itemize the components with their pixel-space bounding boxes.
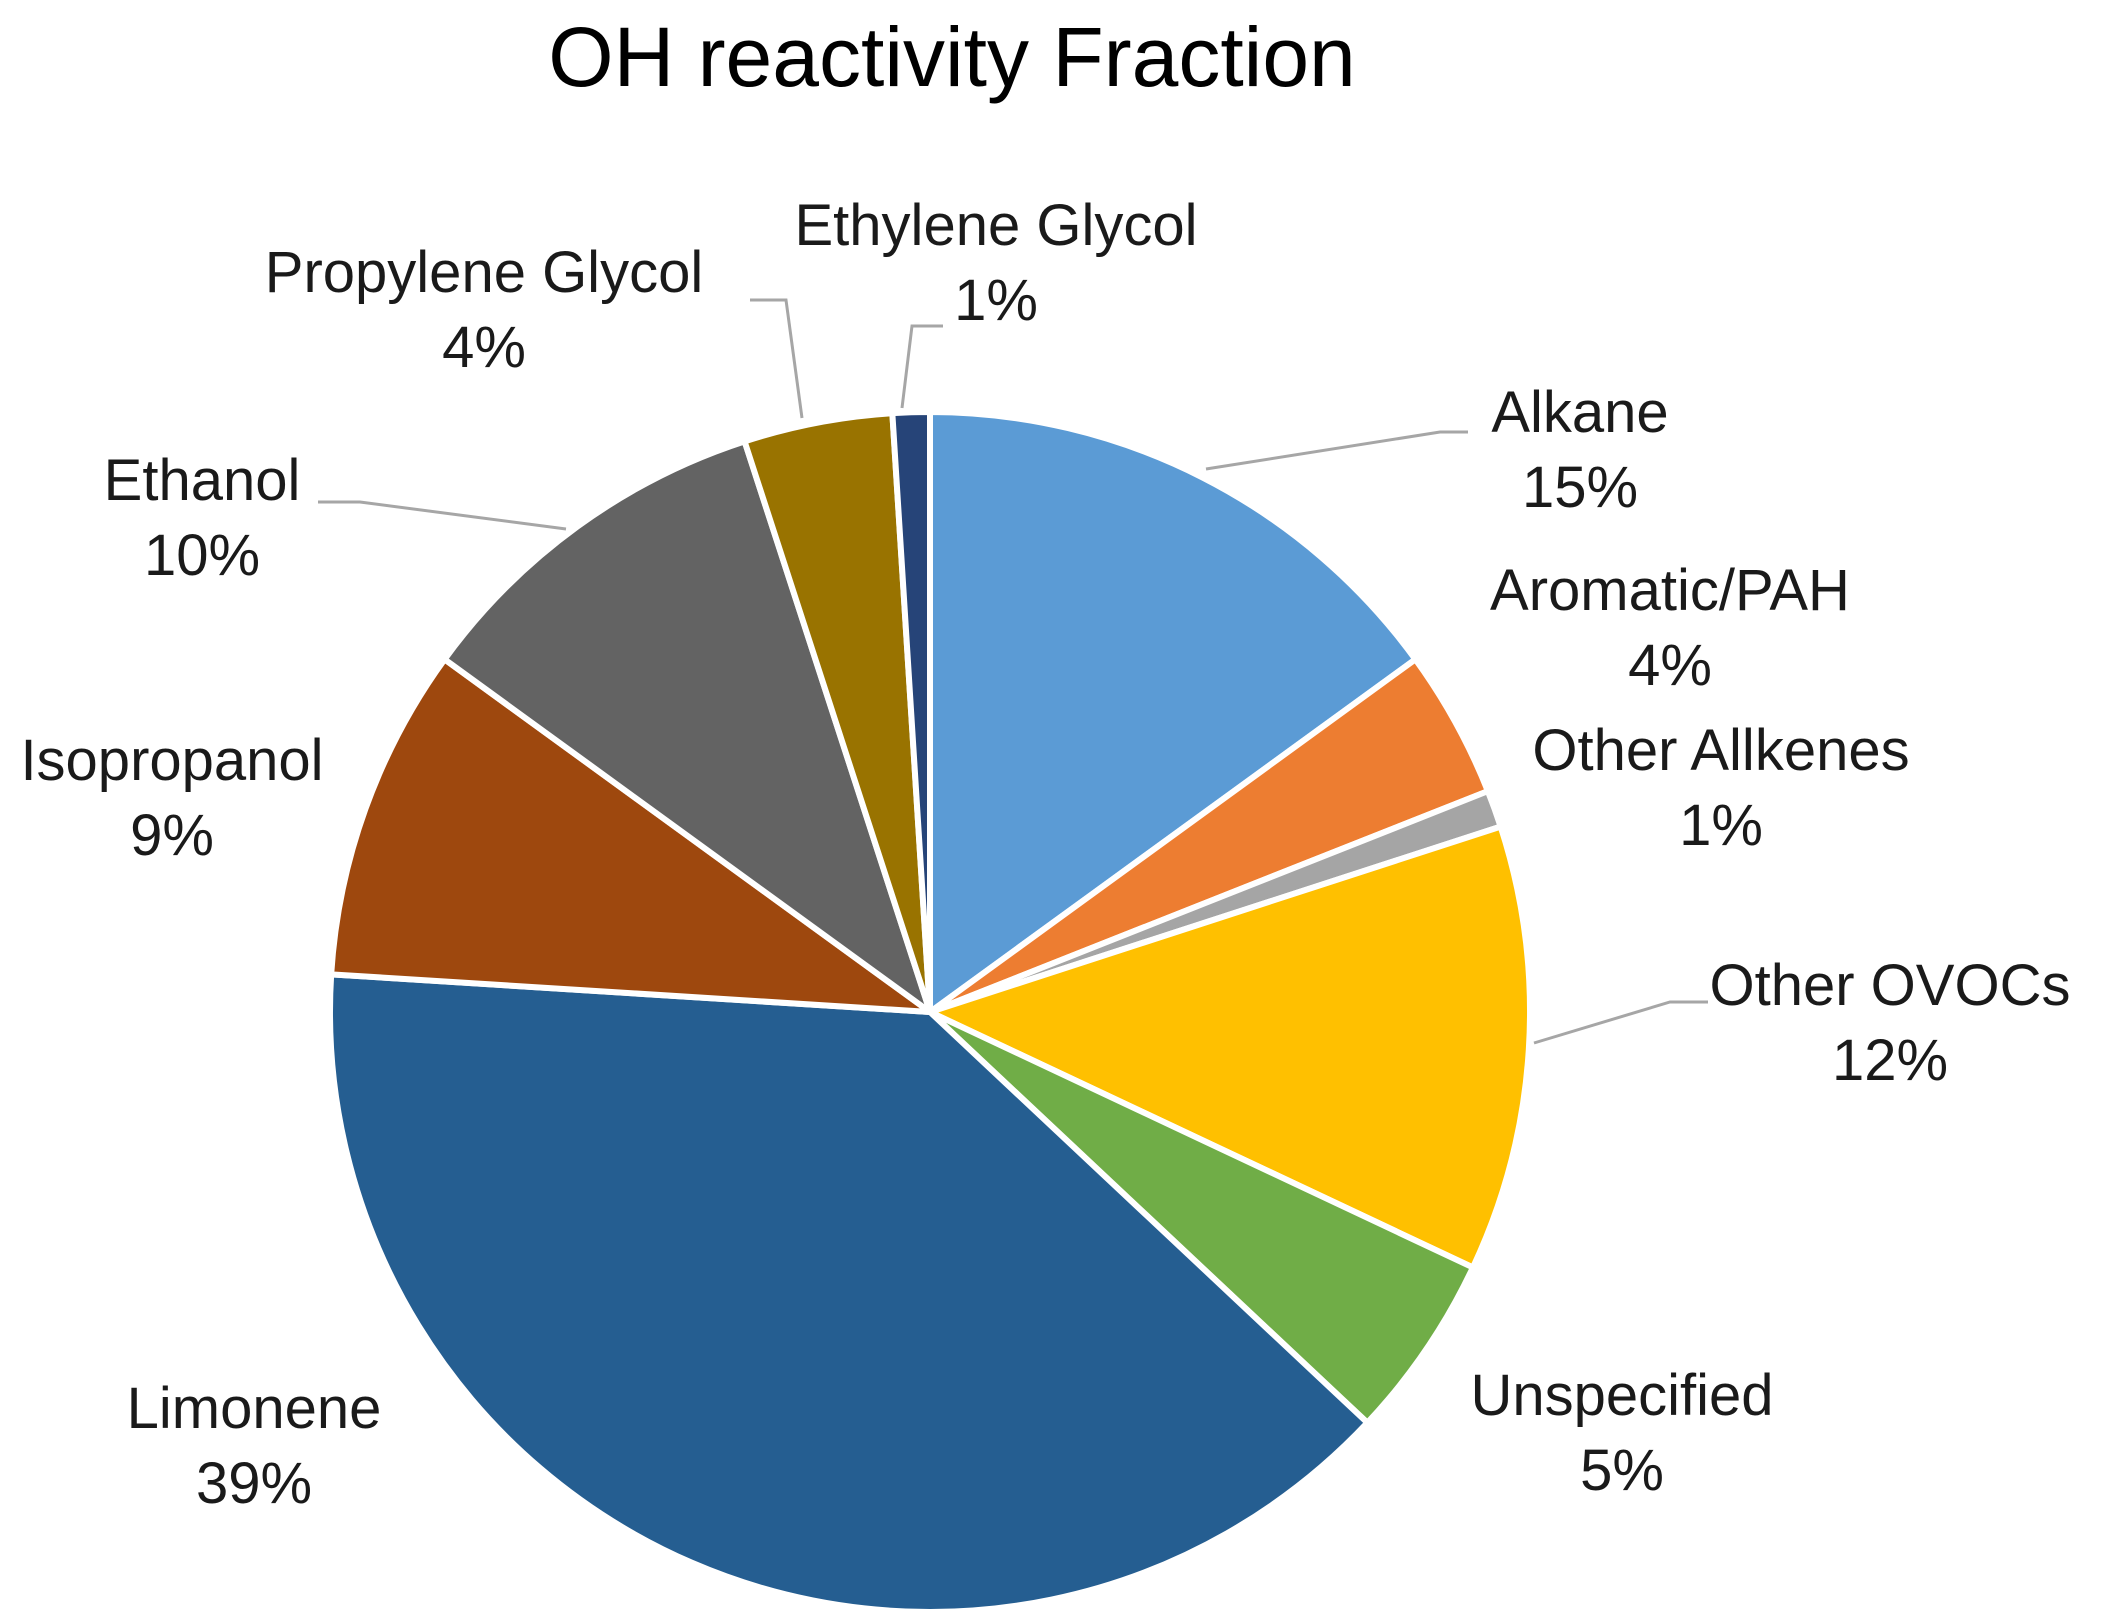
value-label-ethanol: 10% <box>144 523 260 588</box>
value-label-isopropanol: 9% <box>130 803 214 868</box>
leader-lines-group <box>318 298 1708 1045</box>
value-label-limonene: 39% <box>196 1451 312 1516</box>
leader-line-ethylene-glycol <box>900 324 943 409</box>
pie-slice-ethylene-glycol <box>889 408 933 1015</box>
value-label-other-allkenes: 1% <box>1679 793 1763 858</box>
pie-slice-unspecified <box>927 1009 1476 1426</box>
category-label-ethylene-glycol: Ethylene Glycol <box>795 193 1198 258</box>
value-label-aromatic-pah: 4% <box>1628 633 1712 698</box>
value-label-unspecified: 5% <box>1580 1438 1664 1503</box>
pie-slice-ethanol <box>441 438 933 1015</box>
labels-group: Alkane 15% Aromatic/PAH 4% Other Allkenes 1% O… <box>20 193 2070 1516</box>
category-label-other-allkenes: Other Allkenes <box>1532 718 1909 783</box>
category-label-isopropanol: Isopropanol <box>20 728 323 793</box>
leader-line-propylene-glycol <box>750 298 804 419</box>
value-label-propylene-glycol: 4% <box>442 315 526 380</box>
category-label-propylene-glycol: Propylene Glycol <box>265 240 703 305</box>
value-label-alkane: 15% <box>1522 455 1638 520</box>
value-label-other-ovocs: 12% <box>1832 1028 1948 1093</box>
category-label-ethanol: Ethanol <box>104 448 301 513</box>
leader-line-other-ovocs <box>1533 1000 1708 1045</box>
leader-line-alkane <box>1205 430 1468 471</box>
category-label-aromatic-pah: Aromatic/PAH <box>1490 558 1850 623</box>
pie-slice-isopropanol <box>328 656 933 1015</box>
pie-slice-other-ovocs <box>927 823 1533 1271</box>
category-label-limonene: Limonene <box>127 1376 382 1441</box>
pie-slice-alkane <box>927 409 1419 1015</box>
slices-group <box>327 408 1533 1615</box>
leader-line-ethanol <box>318 500 567 531</box>
category-label-unspecified: Unspecified <box>1470 1363 1773 1428</box>
category-label-other-ovocs: Other OVOCs <box>1710 953 2071 1018</box>
pie-slice-limonene <box>327 971 1371 1615</box>
category-label-alkane: Alkane <box>1491 380 1668 445</box>
value-label-ethylene-glycol: 1% <box>954 268 1038 333</box>
chart-title: OH reactivity Fraction <box>548 10 1356 104</box>
